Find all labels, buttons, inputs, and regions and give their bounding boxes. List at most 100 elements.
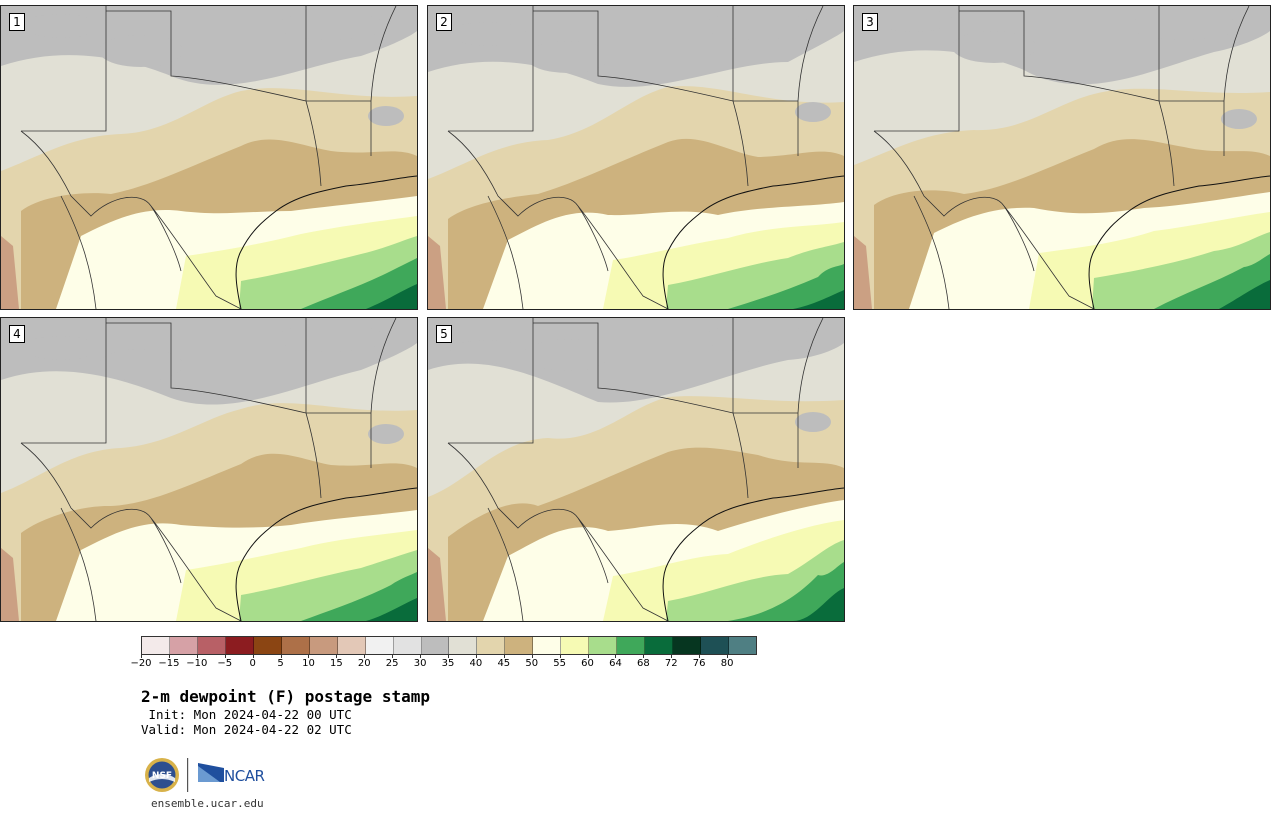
region-green bbox=[728, 562, 844, 621]
colorbar-tick-label: 76 bbox=[692, 658, 706, 669]
colorbar-swatch bbox=[225, 637, 254, 654]
nsf-logo: NSF bbox=[145, 758, 179, 792]
colorbar-tick bbox=[699, 654, 701, 658]
region-green bbox=[301, 258, 417, 309]
colorbar-swatch bbox=[337, 637, 366, 654]
region-green bbox=[301, 572, 417, 621]
dry-air-patch bbox=[99, 35, 183, 67]
colorbar-tick-label: −5 bbox=[217, 658, 233, 669]
colorbar-tick bbox=[559, 654, 561, 658]
init-time: Init: Mon 2024-04-22 00 UTC bbox=[141, 707, 352, 722]
chart-title: 2-m dewpoint (F) postage stamp bbox=[141, 687, 430, 706]
colorbar-tick-label: 15 bbox=[329, 658, 343, 669]
colorbar-swatch bbox=[309, 637, 338, 654]
terrain-shading bbox=[428, 548, 446, 621]
colorbar-swatch bbox=[701, 637, 730, 654]
colorbar-tick bbox=[280, 654, 282, 658]
colorbar-tick-label: 25 bbox=[385, 658, 399, 669]
colorbar-tick-label: 50 bbox=[525, 658, 539, 669]
region-dark-green bbox=[366, 598, 417, 621]
terrain-shading bbox=[428, 236, 446, 309]
colorbar-tick-label: 10 bbox=[302, 658, 315, 669]
dewpoint-colorbar bbox=[141, 636, 757, 655]
colorbar-tick-label: 64 bbox=[609, 658, 622, 669]
colorbar-swatch bbox=[253, 637, 282, 654]
state-boundaries bbox=[20, 6, 397, 309]
colorbar-tick-label: 30 bbox=[413, 658, 427, 669]
colorbar-tick bbox=[503, 654, 505, 658]
dry-air-patch bbox=[276, 12, 386, 40]
colorbar-tick-label: −10 bbox=[186, 658, 208, 669]
dry-air-patch bbox=[23, 336, 99, 360]
dry-air-patch bbox=[368, 106, 404, 126]
valid-time: Valid: Mon 2024-04-22 02 UTC bbox=[141, 722, 352, 737]
colorbar-tick bbox=[531, 654, 533, 658]
dry-air-patch bbox=[526, 339, 610, 371]
colorbar-tick bbox=[448, 654, 449, 658]
state-boundaries bbox=[20, 318, 397, 621]
dry-air-patch bbox=[450, 340, 526, 364]
colorbar-swatch bbox=[561, 637, 590, 654]
colorbar-swatch bbox=[645, 637, 674, 654]
colorbar-tick bbox=[643, 654, 645, 658]
dry-air-patch bbox=[450, 22, 526, 46]
state-boundaries bbox=[447, 6, 824, 309]
dry-air-patch bbox=[368, 424, 404, 444]
colorbar-tick-label: 55 bbox=[553, 658, 566, 669]
panel-number-1: 1 bbox=[9, 13, 25, 31]
region-dark-green bbox=[1219, 280, 1270, 309]
colorbar-tick-label: 35 bbox=[441, 658, 455, 669]
colorbar-tick bbox=[141, 654, 142, 658]
dry-air-patch bbox=[876, 8, 952, 32]
nsf-logo-text: NSF bbox=[152, 771, 172, 781]
colorbar-swatch bbox=[197, 637, 226, 654]
colorbar-tick bbox=[308, 654, 310, 658]
colorbar-swatch bbox=[169, 637, 198, 654]
dry-air-patch bbox=[795, 102, 831, 122]
ncar-logo: NCAR bbox=[198, 763, 265, 785]
colorbar-swatch bbox=[617, 637, 646, 654]
dry-air-patch bbox=[952, 31, 1036, 63]
panel-number-2: 2 bbox=[436, 13, 452, 31]
colorbar-swatch bbox=[729, 637, 756, 654]
colorbar-tick bbox=[392, 654, 394, 658]
panel-number-5: 5 bbox=[436, 325, 452, 343]
terrain-shading bbox=[1, 236, 19, 309]
colorbar-tick-label: 80 bbox=[720, 658, 734, 669]
colorbar-tick bbox=[727, 654, 729, 658]
region-green bbox=[728, 264, 844, 309]
colorbar-tick bbox=[168, 654, 170, 658]
colorbar-swatch bbox=[533, 637, 562, 654]
stamp-panel-2: 2 bbox=[427, 5, 845, 310]
colorbar-swatch bbox=[449, 637, 478, 654]
dry-air-patch bbox=[795, 412, 831, 432]
dewpoint-map-3 bbox=[854, 6, 1270, 309]
logos: NSF NCAR bbox=[145, 758, 265, 792]
region-green bbox=[1154, 254, 1270, 309]
colorbar-tick bbox=[587, 654, 589, 658]
panel-number-4: 4 bbox=[9, 325, 25, 343]
dry-air-patch bbox=[276, 324, 386, 352]
stamp-panel-3: 3 bbox=[853, 5, 1271, 310]
coastline bbox=[235, 175, 417, 309]
coastline bbox=[662, 175, 844, 309]
colorbar-swatch bbox=[477, 637, 506, 654]
dry-air-patch bbox=[1129, 12, 1239, 40]
colorbar-tick-label: 60 bbox=[581, 658, 594, 669]
colorbar-tick bbox=[475, 654, 477, 658]
colorbar-tick-label: −15 bbox=[158, 658, 180, 669]
coastline bbox=[662, 487, 844, 621]
colorbar-tick bbox=[224, 654, 226, 658]
panel-number-3: 3 bbox=[862, 13, 878, 31]
colorbar-tick bbox=[252, 654, 254, 658]
colorbar-tick bbox=[364, 654, 366, 658]
colorbar-swatch bbox=[281, 637, 310, 654]
stamp-panel-1: 1 bbox=[0, 5, 418, 310]
colorbar-tick bbox=[420, 654, 422, 658]
colorbar-swatch bbox=[365, 637, 394, 654]
dry-air-patch bbox=[1221, 109, 1257, 129]
region-dark-green bbox=[793, 588, 844, 621]
dry-air-patch bbox=[526, 41, 610, 73]
dry-air-patch bbox=[23, 14, 99, 38]
dry-air-patch bbox=[99, 349, 183, 381]
